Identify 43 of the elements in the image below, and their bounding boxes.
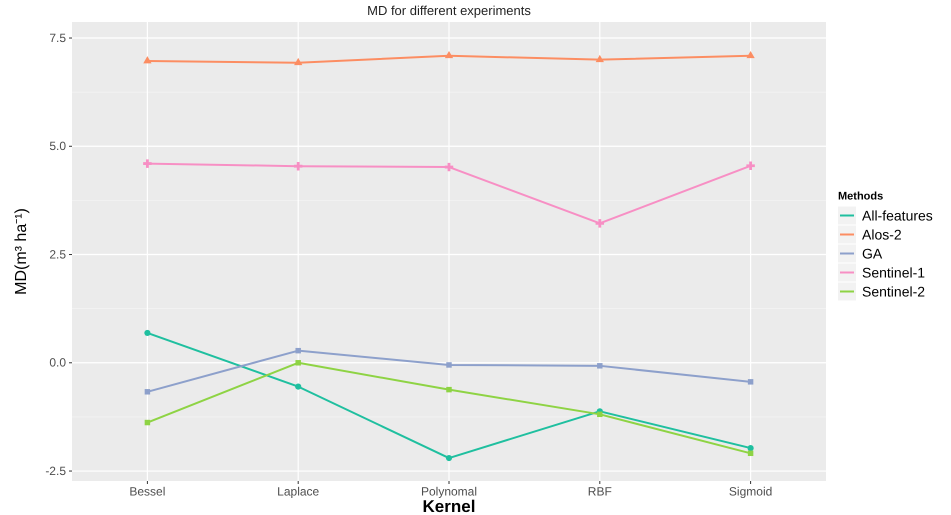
point bbox=[144, 420, 150, 426]
y-tick-label: 2.5 bbox=[49, 247, 66, 262]
legend-label: All-features bbox=[862, 208, 933, 224]
point bbox=[143, 56, 152, 64]
legend-label: Sentinel-2 bbox=[862, 284, 926, 300]
point bbox=[446, 454, 452, 462]
x-tick-label: Bessel bbox=[129, 484, 166, 499]
point bbox=[746, 162, 755, 170]
x-tick-label: RBF bbox=[588, 484, 612, 499]
point bbox=[144, 389, 150, 395]
point bbox=[294, 162, 302, 170]
chart-title: MD for different experiments bbox=[367, 3, 532, 18]
x-axis-title: Kernel bbox=[422, 497, 476, 515]
point bbox=[596, 219, 604, 228]
point bbox=[143, 159, 152, 168]
point bbox=[295, 360, 301, 366]
point bbox=[444, 50, 454, 58]
x-tick-label: Sigmoid bbox=[728, 484, 772, 499]
point bbox=[596, 54, 604, 62]
y-axis-title: MD(m³ ha⁻¹) bbox=[13, 208, 30, 295]
legend-title: Methods bbox=[838, 190, 884, 202]
point bbox=[748, 379, 754, 385]
legend-label: GA bbox=[862, 246, 883, 262]
point bbox=[295, 348, 301, 354]
point bbox=[294, 58, 302, 66]
point bbox=[144, 330, 150, 336]
point bbox=[748, 450, 754, 456]
point bbox=[597, 412, 603, 418]
point bbox=[444, 162, 454, 172]
point bbox=[597, 363, 603, 369]
point bbox=[446, 362, 452, 368]
point bbox=[295, 384, 302, 390]
x-tick-label: Polynomal bbox=[420, 484, 478, 499]
point bbox=[748, 445, 754, 452]
legend-label: Sentinel-1 bbox=[862, 264, 926, 280]
y-tick-label: -2.5 bbox=[45, 464, 66, 478]
point bbox=[446, 386, 452, 392]
y-tick-label: 7.5 bbox=[49, 30, 66, 45]
y-tick-label: 0.0 bbox=[49, 356, 66, 370]
x-tick-label: Laplace bbox=[277, 484, 320, 499]
point bbox=[746, 50, 755, 58]
y-tick-label: 5.0 bbox=[49, 139, 66, 154]
legend-label: Alos-2 bbox=[862, 226, 902, 242]
